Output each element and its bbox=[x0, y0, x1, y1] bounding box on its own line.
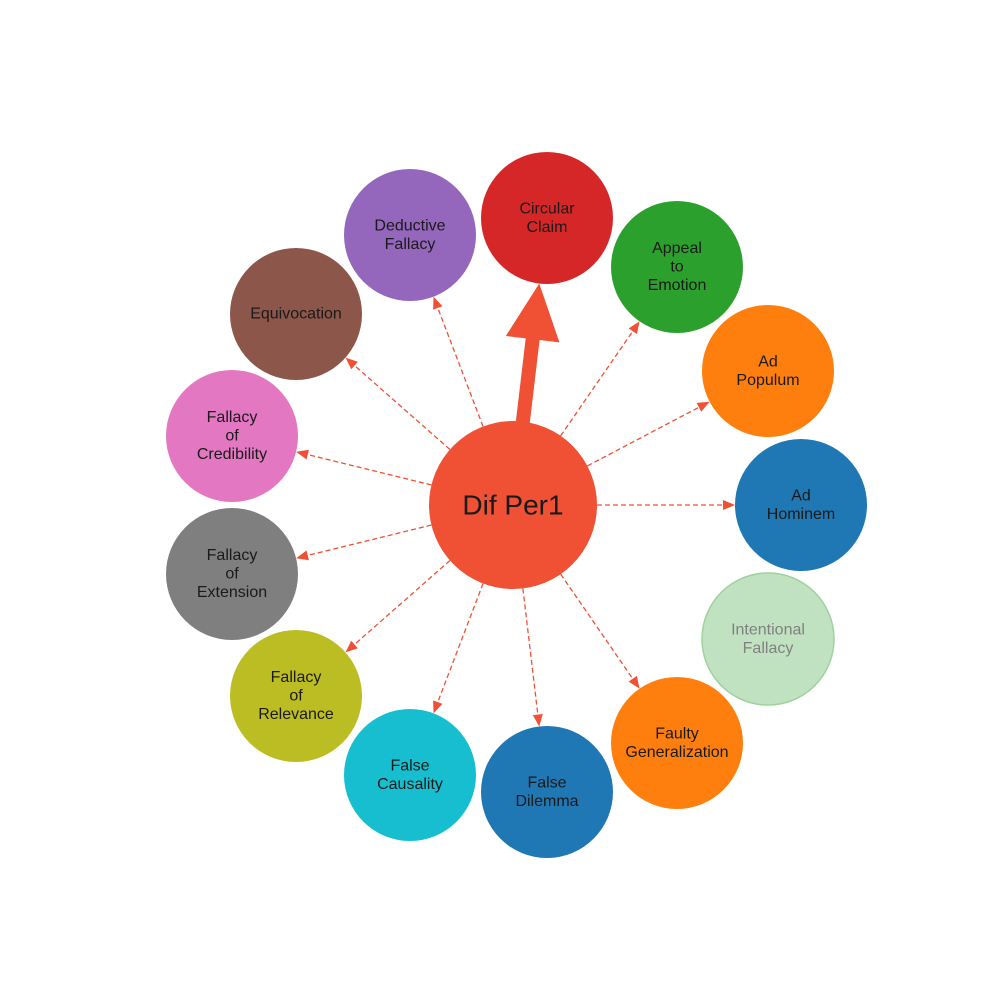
edge-deductive-fallacy bbox=[437, 307, 484, 427]
node-circle-equivocation[interactable] bbox=[230, 248, 362, 380]
node-circle-fallacy-of-extension[interactable] bbox=[166, 508, 298, 640]
node-label-intentional-fallacy-line-0: Intentional bbox=[731, 621, 805, 638]
node-label-fallacy-of-credibility-line-1: of bbox=[225, 428, 239, 445]
node-label-equivocation-line-0: Equivocation bbox=[250, 306, 342, 323]
arrowhead-fallacy-of-relevance bbox=[345, 640, 358, 653]
arrowhead-faulty-generalization bbox=[628, 675, 640, 689]
node-circular-claim[interactable]: Circular Claim bbox=[481, 152, 613, 284]
node-circle-circular-claim[interactable] bbox=[481, 152, 613, 284]
edge-fallacy-of-relevance bbox=[354, 560, 451, 645]
center-node[interactable] bbox=[429, 421, 597, 589]
node-label-deductive-fallacy-line-1: Fallacy bbox=[385, 236, 436, 253]
node-label-fallacy-of-relevance-line-2: Relevance bbox=[258, 706, 334, 723]
node-false-dilemma[interactable]: False Dilemma bbox=[481, 726, 613, 858]
node-circle-intentional-fallacy[interactable] bbox=[701, 572, 835, 706]
node-intentional-fallacy[interactable]: Intentional Fallacy bbox=[701, 572, 835, 706]
node-label-fallacy-of-extension-line-2: Extension bbox=[197, 584, 267, 601]
edge-false-dilemma bbox=[522, 588, 539, 715]
node-circle-false-dilemma[interactable] bbox=[481, 726, 613, 858]
node-label-false-causality-line-0: False bbox=[390, 757, 429, 774]
node-circle-faulty-generalization[interactable] bbox=[611, 677, 743, 809]
arrowhead-ad-populum bbox=[696, 401, 710, 412]
arrowhead-false-causality bbox=[433, 700, 443, 714]
node-label-deductive-fallacy-line-0: Deductive bbox=[374, 217, 445, 234]
node-label-false-dilemma-line-1: Dilemma bbox=[515, 793, 578, 810]
center-node-label: Dif Per1 bbox=[462, 490, 563, 521]
edge-ad-populum bbox=[587, 406, 700, 467]
node-label-faulty-generalization-line-0: Faulty bbox=[655, 725, 699, 742]
edges-layer bbox=[296, 283, 735, 727]
edge-appeal-to-emotion bbox=[560, 330, 634, 437]
node-label-appeal-to-emotion-line-1: to bbox=[670, 259, 683, 276]
node-circle-ad-populum[interactable] bbox=[702, 305, 834, 437]
node-label-false-dilemma-line-0: False bbox=[527, 774, 566, 791]
node-circle-fallacy-of-credibility[interactable] bbox=[166, 370, 298, 502]
node-label-fallacy-of-extension-line-0: Fallacy bbox=[207, 547, 258, 564]
arrowhead-equivocation bbox=[345, 357, 358, 370]
node-circle-appeal-to-emotion[interactable] bbox=[611, 201, 743, 333]
edge-fallacy-of-credibility bbox=[307, 453, 432, 486]
node-ad-hominem[interactable]: Ad Hominem bbox=[735, 439, 867, 571]
node-circle-deductive-fallacy[interactable] bbox=[344, 169, 476, 301]
node-faulty-generalization[interactable]: Faulty Generalization bbox=[611, 677, 743, 809]
node-label-fallacy-of-relevance-line-1: of bbox=[289, 688, 303, 705]
arrowhead-ad-hominem bbox=[723, 500, 735, 510]
node-label-fallacy-of-credibility-line-2: Credibility bbox=[197, 446, 267, 463]
center-node-group: Dif Per1 bbox=[429, 421, 597, 589]
arrowhead-false-dilemma bbox=[532, 713, 543, 727]
node-ad-populum[interactable]: Ad Populum bbox=[702, 305, 834, 437]
node-equivocation[interactable]: Equivocation bbox=[230, 248, 362, 380]
node-label-ad-populum-line-0: Ad bbox=[758, 353, 778, 370]
node-label-ad-populum-line-1: Populum bbox=[736, 372, 799, 389]
bold-arrow-circular-claim bbox=[505, 283, 560, 431]
node-label-ad-hominem-line-1: Hominem bbox=[767, 506, 835, 523]
node-label-fallacy-of-credibility-line-0: Fallacy bbox=[207, 409, 258, 426]
arrowhead-appeal-to-emotion bbox=[628, 321, 640, 335]
node-deductive-fallacy[interactable]: Deductive Fallacy bbox=[344, 169, 476, 301]
node-label-circular-claim-line-0: Circular bbox=[519, 200, 575, 217]
node-label-appeal-to-emotion-line-0: Appeal bbox=[652, 240, 702, 257]
arrowhead-fallacy-of-credibility bbox=[296, 449, 309, 460]
node-label-appeal-to-emotion-line-2: Emotion bbox=[648, 277, 707, 294]
node-false-causality[interactable]: False Causality bbox=[344, 709, 476, 841]
edge-faulty-generalization bbox=[560, 573, 634, 680]
node-label-fallacy-of-relevance-line-0: Fallacy bbox=[271, 669, 322, 686]
node-circle-false-causality[interactable] bbox=[344, 709, 476, 841]
arrowhead-fallacy-of-extension bbox=[296, 550, 309, 561]
node-label-circular-claim-line-1: Claim bbox=[527, 219, 568, 236]
node-label-intentional-fallacy-line-1: Fallacy bbox=[743, 640, 794, 657]
node-circle-ad-hominem[interactable] bbox=[735, 439, 867, 571]
edge-fallacy-of-extension bbox=[307, 524, 432, 557]
arrowhead-deductive-fallacy bbox=[433, 296, 443, 310]
node-circle-fallacy-of-relevance[interactable] bbox=[230, 630, 362, 762]
node-label-fallacy-of-extension-line-1: of bbox=[225, 566, 239, 583]
edge-false-causality bbox=[437, 583, 484, 703]
edge-equivocation bbox=[354, 365, 451, 450]
node-label-false-causality-line-1: Causality bbox=[377, 776, 443, 793]
node-label-ad-hominem-line-0: Ad bbox=[791, 487, 811, 504]
node-label-faulty-generalization-line-1: Generalization bbox=[625, 744, 728, 761]
